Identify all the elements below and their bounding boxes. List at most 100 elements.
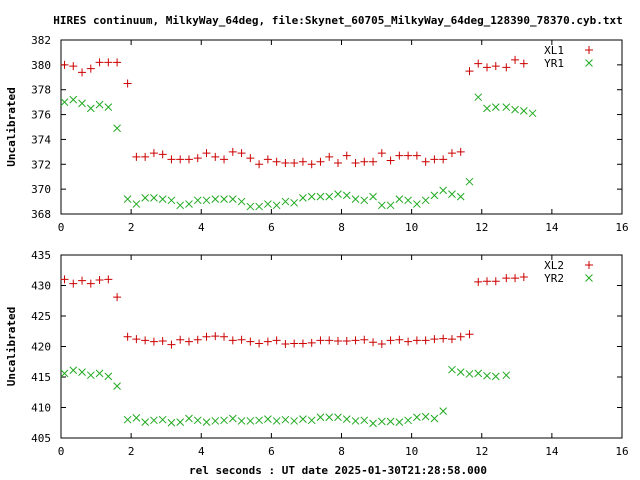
data-point-xl1 (307, 160, 316, 169)
y-axis-label: Uncalibrated (5, 87, 18, 166)
data-point-yr2 (141, 418, 150, 426)
data-point-xl1 (237, 149, 246, 158)
data-point-xl2 (202, 332, 211, 341)
data-point-yr1 (351, 195, 360, 203)
data-point-xl1 (474, 59, 483, 68)
data-point-yr2 (104, 372, 113, 381)
y-tick-label: 415 (31, 371, 51, 384)
data-point-yr2 (430, 414, 439, 423)
data-point-xl1 (333, 159, 342, 168)
data-point-yr2 (360, 416, 369, 425)
x-tick-label: 4 (198, 445, 205, 458)
data-point-xl1 (298, 157, 307, 166)
legend-label: YR1 (544, 57, 564, 70)
data-point-xl2 (491, 277, 500, 286)
data-point-yr1 (290, 198, 299, 207)
data-point-xl1 (511, 55, 520, 64)
data-point-xl1 (167, 155, 176, 164)
data-point-xl1 (113, 58, 122, 67)
data-point-yr2 (255, 416, 263, 425)
data-point-xl2 (412, 336, 421, 345)
y-tick-label: 425 (31, 310, 51, 323)
data-point-xl1 (430, 155, 439, 164)
data-point-yr1 (237, 197, 246, 206)
data-point-xl1 (351, 159, 360, 168)
y-tick-label: 430 (31, 280, 51, 293)
data-point-yr2 (334, 413, 342, 422)
data-point-yr1 (132, 200, 141, 208)
data-point-yr1 (465, 177, 474, 186)
data-point-yr2 (299, 415, 307, 423)
data-point-yr1 (86, 104, 95, 113)
data-point-xl1 (483, 63, 492, 72)
y-tick-label: 420 (31, 341, 51, 354)
data-point-xl2 (86, 279, 95, 288)
data-point-xl2 (281, 340, 290, 349)
x-tick-label: 8 (338, 221, 345, 234)
x-tick-label: 2 (128, 445, 135, 458)
data-point-xl2 (237, 335, 246, 344)
data-point-xl1 (377, 149, 386, 158)
data-point-xl1 (491, 62, 500, 71)
data-point-xl1 (123, 79, 132, 88)
data-point-xl1 (263, 155, 272, 164)
data-point-xl1 (519, 59, 528, 68)
data-point-xl2 (404, 337, 413, 346)
data-point-yr1 (60, 98, 69, 106)
data-point-yr1 (69, 95, 78, 104)
data-point-yr1 (264, 200, 272, 208)
y-tick-label: 382 (31, 34, 51, 47)
data-point-yr2 (421, 412, 430, 421)
x-tick-label: 0 (58, 221, 65, 234)
data-point-xl2 (132, 335, 141, 344)
data-point-yr2 (60, 369, 69, 378)
data-point-yr1 (211, 195, 220, 203)
data-point-xl2 (272, 336, 281, 345)
data-point-yr1 (78, 99, 86, 108)
data-point-xl1 (439, 155, 448, 164)
data-point-yr1 (255, 202, 263, 211)
data-point-xl1 (132, 152, 141, 161)
data-point-yr1 (185, 200, 193, 208)
data-point-xl1 (60, 60, 69, 69)
data-point-yr1 (474, 93, 483, 102)
y-tick-label: 380 (31, 59, 51, 72)
x-tick-label: 0 (58, 445, 65, 458)
x-tick-label: 16 (615, 221, 628, 234)
data-point-yr2 (176, 418, 185, 426)
data-point-xl2 (483, 277, 492, 286)
data-point-xl1 (395, 151, 404, 160)
data-point-xl1 (141, 152, 150, 161)
data-point-yr2 (202, 418, 211, 426)
data-point-yr2 (167, 418, 176, 427)
x-tick-label: 6 (268, 445, 275, 458)
data-point-yr1 (360, 196, 369, 205)
data-point-yr2 (150, 416, 158, 425)
data-point-xl1 (316, 157, 325, 166)
data-point-yr2 (413, 413, 421, 422)
data-point-xl2 (184, 337, 193, 346)
data-point-yr1 (95, 100, 104, 109)
x-tick-label: 14 (545, 221, 559, 234)
data-point-yr1 (325, 192, 334, 201)
data-point-xl2 (255, 339, 264, 348)
data-point-yr1 (439, 186, 448, 195)
data-point-yr1 (386, 201, 395, 210)
x-tick-label: 10 (405, 445, 418, 458)
data-point-yr2 (264, 415, 272, 423)
data-point-xl2 (333, 337, 342, 346)
data-point-yr2 (404, 416, 412, 425)
data-point-xl1 (447, 149, 456, 158)
legend-marker (585, 46, 593, 54)
data-point-xl1 (342, 151, 351, 160)
x-tick-label: 8 (338, 445, 345, 458)
data-point-yr2 (395, 418, 404, 426)
y-tick-label: 370 (31, 183, 51, 196)
y-tick-label: 405 (31, 432, 51, 445)
data-point-yr1 (456, 192, 465, 201)
data-point-yr1 (307, 192, 316, 201)
data-point-xl1 (386, 156, 395, 165)
x-tick-label: 16 (615, 445, 628, 458)
data-point-xl2 (439, 334, 448, 343)
plot-frame (60, 254, 623, 439)
